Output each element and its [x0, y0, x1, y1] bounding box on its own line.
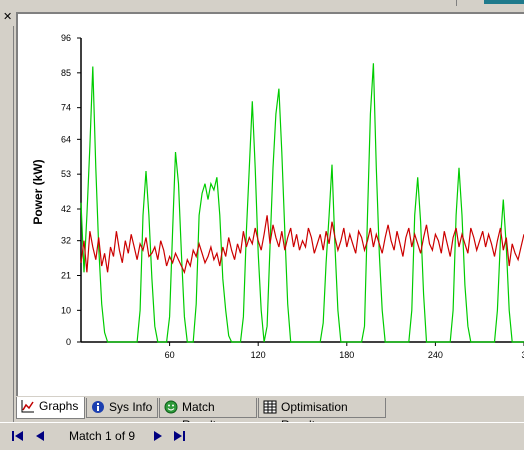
- tab-graphs[interactable]: Graphs: [16, 397, 85, 419]
- match-counter: Match 1 of 9: [69, 429, 136, 443]
- series-line-2: [80, 215, 524, 275]
- y-tick-label: 42: [61, 204, 71, 214]
- top-toolbar-strip: [0, 0, 524, 8]
- close-icon[interactable]: ✕: [3, 11, 13, 23]
- tab-match-results[interactable]: Match Results: [159, 398, 257, 432]
- chart-series-group: [80, 63, 524, 343]
- toolbar-divider: [456, 0, 457, 6]
- toolbar-accent: [484, 0, 524, 4]
- next-record-icon[interactable]: [150, 429, 166, 443]
- chart-axes: 0 10 21 32 42 53 64 74 85 96 60 120 180 240 3: [61, 33, 524, 360]
- x-tick-label: 3: [521, 350, 524, 360]
- y-axis-label: Power (kW): [31, 159, 45, 224]
- y-tick-label: 64: [61, 134, 71, 144]
- x-tick-label: 240: [428, 350, 443, 360]
- y-tick-label: 96: [61, 33, 71, 43]
- y-tick-label: 0: [66, 337, 71, 347]
- tab-sys-info[interactable]: Sys Info: [86, 398, 158, 418]
- y-tick-label: 21: [61, 271, 71, 281]
- y-tick-label: 53: [61, 169, 71, 179]
- graph-icon: [21, 400, 34, 413]
- last-record-icon[interactable]: [171, 429, 187, 443]
- y-tick-label: 85: [61, 68, 71, 78]
- left-dock-strip: [0, 26, 14, 422]
- tab-graphs-label: Graphs: [39, 399, 79, 413]
- previous-record-icon[interactable]: [32, 429, 48, 443]
- graph-panel: [16, 12, 524, 396]
- tab-optimisation-results[interactable]: Optimisation Results: [258, 398, 386, 432]
- series-line-1: [80, 63, 524, 343]
- tab-sys-info-label: Sys Info: [109, 400, 153, 414]
- table-icon: [263, 400, 277, 414]
- y-tick-label: 32: [61, 236, 71, 246]
- y-tick-label: 10: [61, 305, 71, 315]
- x-tick-label: 180: [339, 350, 354, 360]
- record-navigator: Match 1 of 9: [0, 422, 524, 450]
- info-icon: [92, 401, 104, 413]
- power-chart: 0 10 21 32 42 53 64 74 85 96 60 120 180 240 3 Power (k…: [31, 33, 524, 360]
- first-record-icon[interactable]: [10, 429, 26, 443]
- x-tick-label: 60: [165, 350, 175, 360]
- y-tick-label: 74: [61, 103, 71, 113]
- view-tabs: Graphs Sys Info Match Results Optimisati…: [16, 397, 524, 432]
- smiley-icon: [164, 400, 178, 414]
- x-tick-label: 120: [251, 350, 266, 360]
